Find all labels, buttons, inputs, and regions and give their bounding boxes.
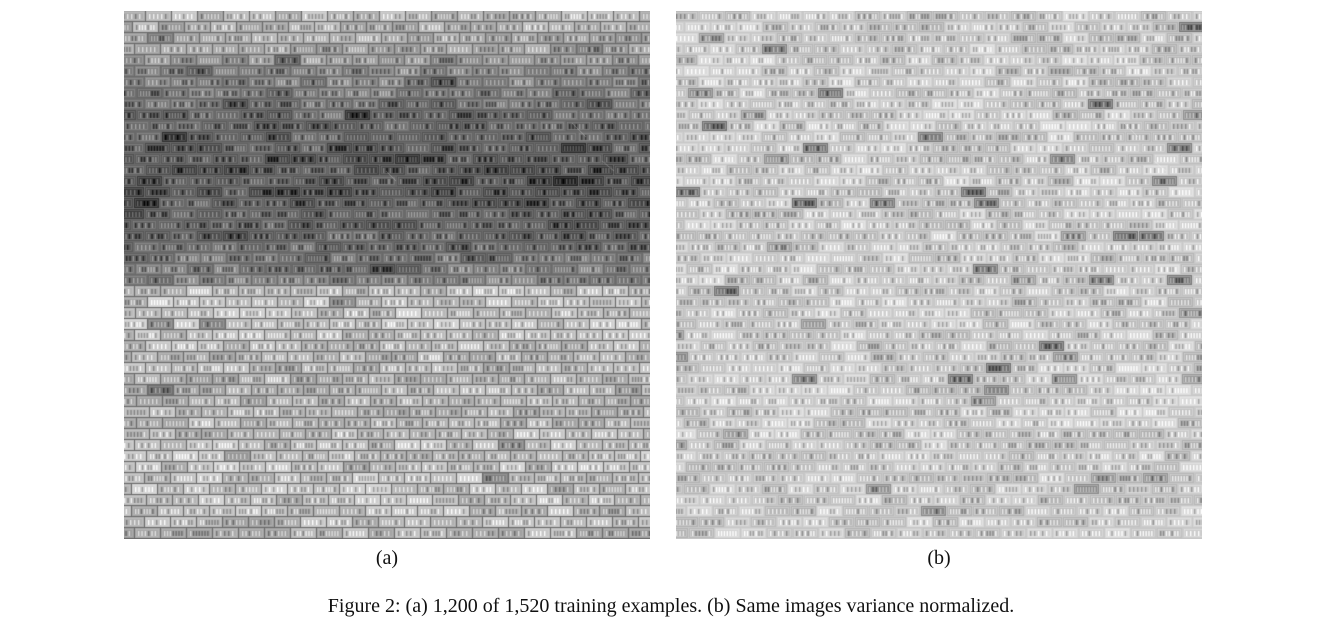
- figure-caption: Figure 2: (a) 1,200 of 1,520 training ex…: [327, 595, 1015, 617]
- subfigure-label-a: (a): [375, 547, 399, 569]
- subfigure-label-b: (b): [927, 547, 951, 569]
- mosaic-canvas-b: [676, 11, 1202, 539]
- mosaic-canvas-a: [124, 11, 650, 539]
- mosaic-image-a: [124, 11, 650, 539]
- mosaic-image-b: [676, 11, 1202, 539]
